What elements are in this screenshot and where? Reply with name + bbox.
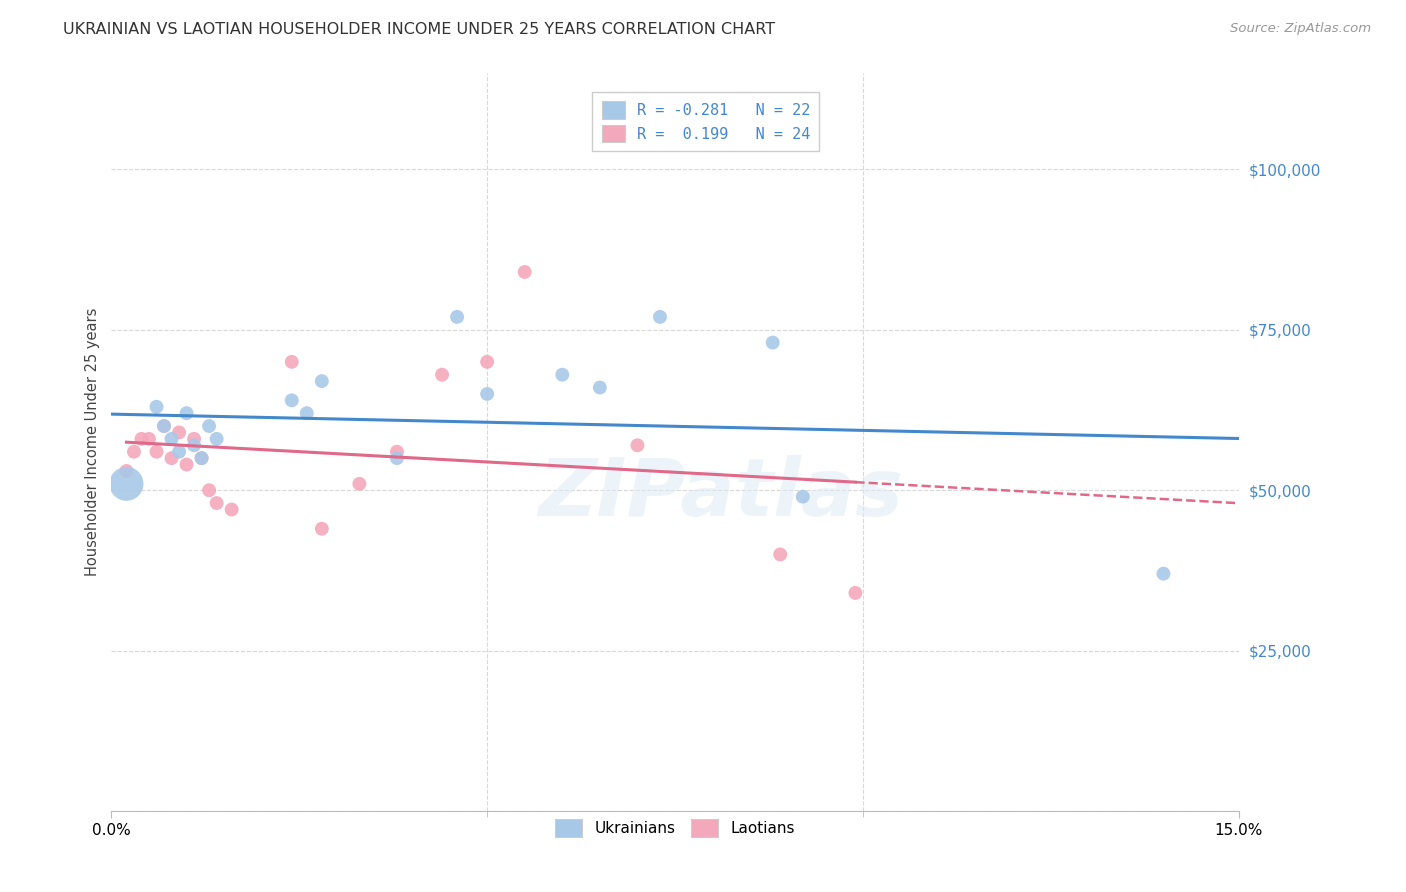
Text: UKRAINIAN VS LAOTIAN HOUSEHOLDER INCOME UNDER 25 YEARS CORRELATION CHART: UKRAINIAN VS LAOTIAN HOUSEHOLDER INCOME … [63, 22, 775, 37]
Point [311, 522, 333, 536]
Point [513, 265, 536, 279]
Point [145, 400, 167, 414]
Point [1152, 566, 1174, 581]
Point [792, 490, 814, 504]
Point [551, 368, 574, 382]
Point [762, 335, 785, 350]
Point [205, 496, 228, 510]
Point [589, 380, 612, 394]
Point [183, 438, 205, 452]
Point [190, 451, 212, 466]
Point [281, 355, 304, 369]
Point [205, 432, 228, 446]
Point [626, 438, 648, 452]
Point [446, 310, 468, 324]
Point [176, 458, 198, 472]
Point [430, 368, 453, 382]
Point [349, 476, 371, 491]
Point [153, 419, 176, 434]
Point [648, 310, 671, 324]
Point [221, 502, 243, 516]
Point [160, 432, 183, 446]
Point [190, 451, 212, 466]
Point [198, 419, 221, 434]
Point [167, 444, 190, 458]
Point [115, 464, 138, 478]
Point [281, 393, 304, 408]
Point [198, 483, 221, 498]
Point [176, 406, 198, 420]
Point [183, 432, 205, 446]
Point [295, 406, 318, 420]
Point [385, 444, 408, 458]
Point [131, 432, 153, 446]
Text: ZIPatlas: ZIPatlas [537, 455, 903, 533]
Point [145, 444, 167, 458]
Point [311, 374, 333, 388]
Point [167, 425, 190, 440]
Legend: Ukrainians, Laotians: Ukrainians, Laotians [547, 811, 803, 844]
Point [475, 387, 498, 401]
Point [385, 451, 408, 466]
Point [160, 451, 183, 466]
Y-axis label: Householder Income Under 25 years: Householder Income Under 25 years [86, 308, 100, 576]
Point [844, 586, 866, 600]
Point [153, 419, 176, 434]
Point [475, 355, 498, 369]
Point [122, 444, 145, 458]
Point [138, 432, 160, 446]
Point [769, 548, 792, 562]
Point [115, 476, 138, 491]
Text: Source: ZipAtlas.com: Source: ZipAtlas.com [1230, 22, 1371, 36]
